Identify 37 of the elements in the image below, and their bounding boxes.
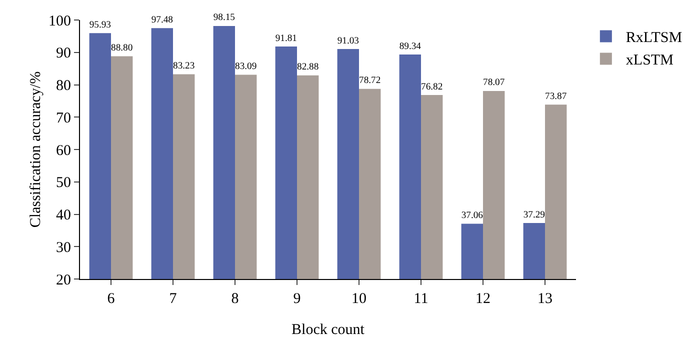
data-label: 78.72 <box>359 75 381 86</box>
data-label: 83.23 <box>173 60 195 72</box>
y-tick-label: 100 <box>48 13 71 30</box>
x-tick-label: 6 <box>107 291 116 307</box>
y-axis-title: Classification accuracy/% <box>28 71 44 228</box>
x-tick-label: 11 <box>414 291 428 307</box>
x-axis-title: Block count <box>292 322 366 338</box>
data-label: 83.09 <box>235 60 257 72</box>
data-label: 76.82 <box>421 81 443 92</box>
data-label: 97.48 <box>151 14 174 26</box>
data-label: 95.93 <box>89 19 112 30</box>
x-tick-label: 10 <box>352 291 366 307</box>
y-tick-label: 30 <box>56 240 71 256</box>
legend-label: xLSTM <box>626 52 674 69</box>
y-tick-label: 60 <box>56 142 71 159</box>
y-tick-label: 20 <box>56 272 71 288</box>
data-label: 78.07 <box>483 77 505 88</box>
x-tick-label: 7 <box>169 291 178 307</box>
data-label: 82.88 <box>297 62 319 73</box>
y-tick-label: 50 <box>56 175 71 192</box>
data-label: 37.29 <box>523 209 546 220</box>
data-label: 98.15 <box>213 12 236 24</box>
legend-label: RxLTSM <box>626 30 682 46</box>
y-tick-label: 40 <box>56 208 71 224</box>
data-label: 88.80 <box>111 42 133 54</box>
y-tick-label: 80 <box>56 78 71 94</box>
x-tick-label: 8 <box>231 291 239 307</box>
data-label: 89.34 <box>399 40 422 52</box>
y-tick-label: 90 <box>56 46 71 62</box>
data-label: 73.87 <box>545 90 567 102</box>
y-tick-label: 70 <box>56 110 71 126</box>
data-label: 37.06 <box>461 210 484 222</box>
x-tick-label: 13 <box>538 291 552 307</box>
x-tick-label: 12 <box>476 291 490 307</box>
x-tick-label: 9 <box>293 291 301 307</box>
data-label: 91.81 <box>275 32 298 44</box>
data-label: 91.03 <box>337 35 360 46</box>
